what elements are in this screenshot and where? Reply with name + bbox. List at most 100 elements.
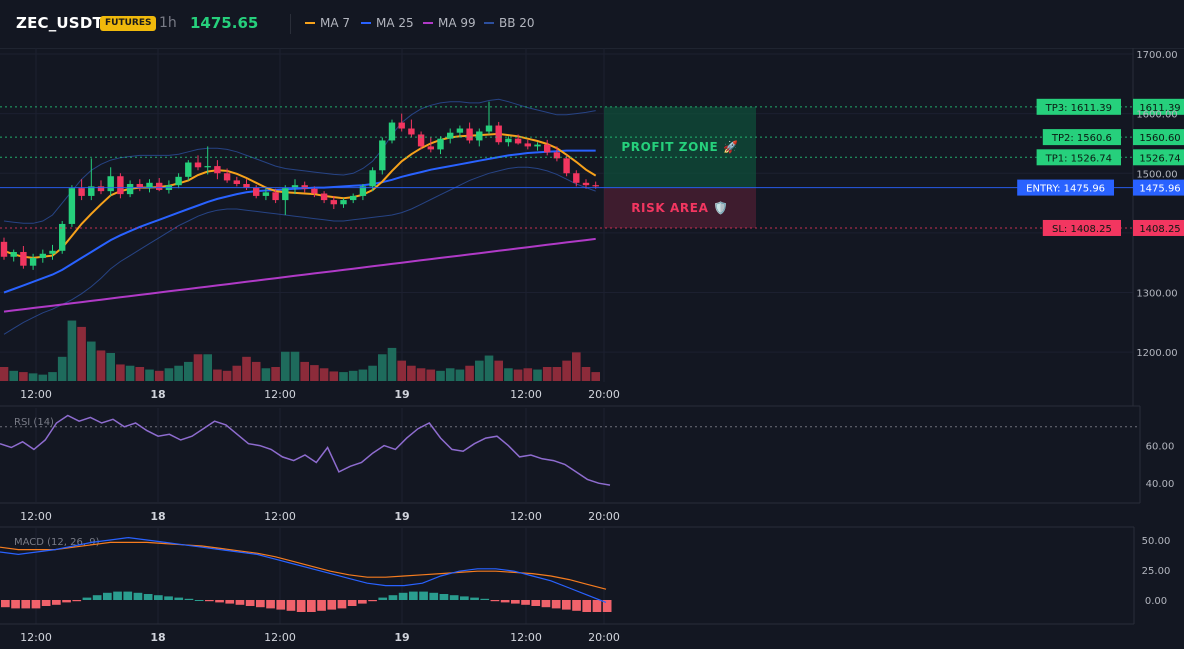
rsi-tick-label: 60.00	[1146, 442, 1175, 453]
candle-body	[495, 125, 502, 143]
macd-hist-bar	[21, 600, 31, 609]
level-tag-bg	[1036, 98, 1121, 115]
macd-hist-bar	[378, 597, 388, 600]
candle-body	[49, 250, 56, 254]
rsi-tick-label: 40.00	[1146, 479, 1175, 490]
volume-bar	[475, 360, 484, 381]
volume-bar	[552, 367, 562, 381]
volume-bar	[426, 369, 436, 381]
risk-zone	[604, 187, 756, 228]
trade-levels: TP3: 1611.39 1611.39 TP2: 1560.6 1560.60 TP1…	[0, 98, 1184, 236]
legend-bb20[interactable]: BB 20	[484, 16, 535, 30]
rsi-pane[interactable]: RSI (14) 60.00 40.00	[0, 414, 1175, 491]
volume-bar	[28, 373, 38, 381]
volume-bar	[271, 367, 280, 381]
ma25-line	[3, 149, 596, 294]
macd-tick-label: 50.00	[1142, 536, 1171, 547]
macd-hist-bar	[307, 600, 316, 612]
volume-bar	[581, 367, 591, 381]
timeframe-selector[interactable]: 1h	[159, 15, 177, 31]
candle-body	[544, 144, 551, 153]
macd-hist-bar	[460, 596, 469, 600]
candle-body	[78, 188, 85, 196]
volume-bar	[19, 372, 28, 381]
macd-hist-bar	[562, 600, 571, 610]
candle-body	[136, 183, 143, 189]
volume-bar	[145, 369, 154, 381]
volume-bar	[174, 365, 183, 381]
candle-body	[524, 143, 531, 147]
legend-ma7[interactable]: MA 7	[305, 16, 350, 30]
candle-body	[592, 185, 599, 187]
volume-bar	[319, 368, 329, 381]
macd-hist-bar	[347, 600, 357, 606]
macd-hist-bar	[470, 597, 479, 600]
trade-zones: PROFIT ZONE 🚀 RISK AREA 🛡️	[604, 106, 756, 228]
macd-hist-bar	[245, 600, 255, 606]
time-tick-label: 20:00	[588, 631, 620, 644]
volume-bar	[504, 368, 513, 381]
time-tick-label: 12:00	[20, 631, 52, 644]
volume-bar	[154, 370, 164, 381]
macd-hist-bar	[256, 600, 265, 608]
volume-bar	[523, 368, 533, 381]
macd-title: MACD (12, 26, 9)	[14, 537, 100, 548]
candle-body	[272, 192, 279, 201]
macd-hist-bar	[215, 600, 224, 603]
rsi-line	[0, 414, 611, 486]
time-tick-label: 18	[150, 631, 165, 644]
macd-hist-bar	[490, 600, 500, 602]
candle-body	[573, 173, 580, 183]
chart-header: ZEC_USDT FUTURES 1h 1475.65 MA 7 MA 25 M…	[0, 0, 1184, 49]
macd-hist-bar	[62, 600, 71, 603]
candle-body	[20, 251, 27, 266]
level-axis-bg	[1133, 149, 1184, 166]
macd-pane[interactable]: MACD (12, 26, 9) 50.00 25.00 0.00	[0, 536, 1170, 612]
level-tag-label: TP2: 1560.6	[1051, 133, 1112, 144]
legend-ma25[interactable]: MA 25	[361, 16, 414, 30]
chart-grid	[0, 48, 1133, 624]
candle-body	[107, 176, 114, 192]
ma7-swatch-icon	[305, 21, 315, 24]
volume-bar	[57, 356, 67, 381]
candle-body	[408, 128, 415, 135]
legend-ma99[interactable]: MA 99	[423, 16, 476, 30]
volume-bar	[203, 354, 212, 381]
macd-hist-bar	[41, 600, 51, 606]
volume-bar	[533, 369, 542, 381]
candle-body	[466, 128, 473, 141]
candles	[0, 101, 599, 270]
macd-hist-bar	[439, 594, 449, 600]
level-axis-value: 1526.74	[1139, 153, 1180, 164]
volume-bar	[300, 361, 309, 381]
level-axis-value: 1611.39	[1139, 103, 1180, 114]
volume-bar	[339, 372, 348, 381]
macd-hist-bar	[521, 600, 530, 605]
symbol-name[interactable]: ZEC_USDT	[16, 14, 103, 32]
macd-line	[0, 536, 607, 603]
time-tick-label: 12:00	[510, 631, 542, 644]
volume-bar	[542, 367, 552, 381]
volume-bars	[0, 320, 600, 381]
profit-zone	[604, 106, 756, 188]
macd-hist-bar	[31, 600, 41, 609]
time-tick-label: 12:00	[510, 388, 542, 401]
candle-body	[476, 131, 483, 141]
legend-ma7-label: MA 7	[320, 16, 351, 30]
macd-hist-bar	[143, 594, 153, 600]
macd-hist-bar	[225, 600, 235, 604]
candle-body	[233, 180, 240, 184]
price-tick-label: 1500.00	[1136, 169, 1177, 180]
level-axis-bg	[1133, 98, 1184, 115]
volume-bar	[87, 341, 96, 381]
volume-bar	[116, 364, 125, 381]
macd-hist-bar	[429, 592, 439, 600]
macd-hist-bar	[133, 592, 143, 600]
macd-hist-bar	[398, 592, 408, 600]
macd-hist-bar	[358, 600, 367, 604]
profit-zone-label: PROFIT ZONE 🚀	[621, 140, 738, 154]
header-divider	[290, 14, 291, 34]
candle-body	[398, 122, 405, 129]
volume-bar	[48, 372, 57, 381]
